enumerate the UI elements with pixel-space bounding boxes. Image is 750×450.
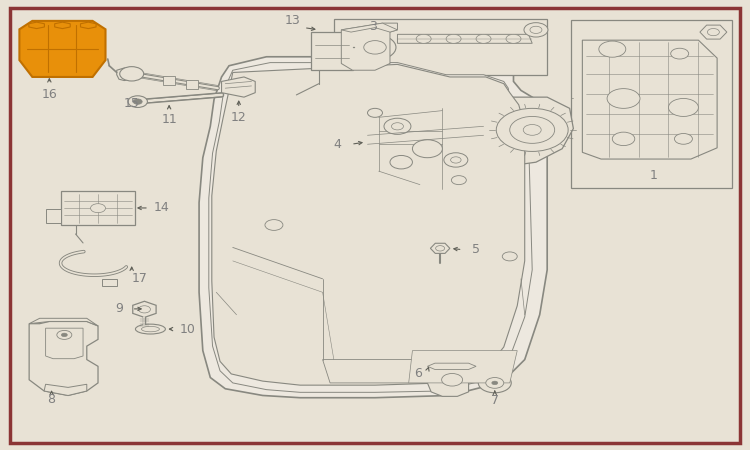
Circle shape	[524, 125, 542, 135]
Polygon shape	[61, 191, 136, 225]
Polygon shape	[55, 22, 70, 29]
Circle shape	[492, 381, 498, 385]
Polygon shape	[29, 318, 98, 326]
Polygon shape	[164, 76, 175, 85]
Polygon shape	[409, 351, 518, 383]
Circle shape	[390, 155, 412, 169]
Text: 12: 12	[231, 111, 247, 124]
Text: 17: 17	[131, 272, 147, 285]
Bar	[334, 18, 548, 75]
Polygon shape	[398, 34, 532, 43]
Ellipse shape	[142, 326, 160, 332]
Text: 4: 4	[334, 138, 341, 151]
Circle shape	[91, 204, 106, 213]
Polygon shape	[311, 32, 352, 70]
Text: 10: 10	[180, 323, 196, 336]
Circle shape	[416, 34, 431, 43]
Text: 16: 16	[41, 87, 57, 100]
Text: 5: 5	[472, 243, 480, 256]
Circle shape	[607, 89, 640, 108]
Circle shape	[451, 157, 461, 163]
Text: 7: 7	[490, 394, 499, 407]
Polygon shape	[221, 77, 255, 97]
Polygon shape	[46, 209, 61, 223]
Circle shape	[506, 34, 521, 43]
Circle shape	[503, 252, 518, 261]
Polygon shape	[185, 80, 197, 89]
Circle shape	[354, 35, 396, 60]
Circle shape	[436, 246, 445, 251]
Circle shape	[668, 99, 698, 117]
Text: 13: 13	[285, 14, 301, 27]
Polygon shape	[366, 108, 484, 189]
Circle shape	[128, 96, 148, 108]
Polygon shape	[341, 23, 398, 32]
Circle shape	[384, 118, 411, 135]
Text: 14: 14	[154, 202, 170, 215]
Polygon shape	[29, 321, 98, 396]
Polygon shape	[322, 360, 510, 383]
Polygon shape	[430, 243, 450, 253]
Polygon shape	[102, 279, 117, 286]
Text: 8: 8	[47, 393, 56, 406]
Polygon shape	[484, 97, 574, 166]
Circle shape	[57, 330, 72, 339]
Polygon shape	[700, 25, 727, 39]
Circle shape	[265, 220, 283, 230]
Polygon shape	[582, 40, 717, 159]
Text: 15: 15	[124, 97, 140, 110]
Text: 9: 9	[115, 302, 123, 315]
Circle shape	[530, 26, 542, 33]
Bar	[572, 20, 732, 188]
Circle shape	[364, 40, 386, 54]
Circle shape	[452, 176, 466, 184]
Circle shape	[139, 306, 151, 313]
Text: 6: 6	[415, 368, 422, 380]
Circle shape	[444, 153, 468, 167]
Polygon shape	[46, 328, 83, 359]
Polygon shape	[209, 63, 532, 392]
Polygon shape	[44, 384, 87, 396]
Text: 1: 1	[650, 169, 658, 182]
Circle shape	[496, 108, 568, 152]
Circle shape	[62, 333, 68, 337]
Circle shape	[442, 374, 463, 386]
Ellipse shape	[136, 324, 166, 334]
Circle shape	[392, 123, 404, 130]
Polygon shape	[199, 57, 548, 398]
Circle shape	[476, 34, 491, 43]
Polygon shape	[80, 22, 96, 29]
Polygon shape	[28, 22, 44, 29]
Circle shape	[134, 99, 142, 104]
Circle shape	[368, 108, 382, 117]
Text: 3: 3	[369, 20, 376, 33]
Polygon shape	[20, 21, 106, 77]
Circle shape	[598, 41, 625, 57]
Circle shape	[670, 48, 688, 59]
Circle shape	[674, 134, 692, 144]
Circle shape	[120, 67, 144, 81]
Polygon shape	[133, 301, 156, 317]
Polygon shape	[117, 68, 136, 81]
Circle shape	[446, 34, 461, 43]
Circle shape	[707, 28, 719, 36]
Circle shape	[413, 140, 442, 157]
Circle shape	[524, 22, 548, 37]
Circle shape	[612, 132, 634, 146]
Text: 11: 11	[161, 113, 177, 126]
Polygon shape	[427, 363, 476, 396]
Circle shape	[510, 117, 555, 144]
Polygon shape	[211, 64, 525, 385]
Circle shape	[478, 373, 512, 393]
Circle shape	[486, 378, 504, 388]
Polygon shape	[341, 23, 398, 70]
Polygon shape	[427, 363, 476, 369]
